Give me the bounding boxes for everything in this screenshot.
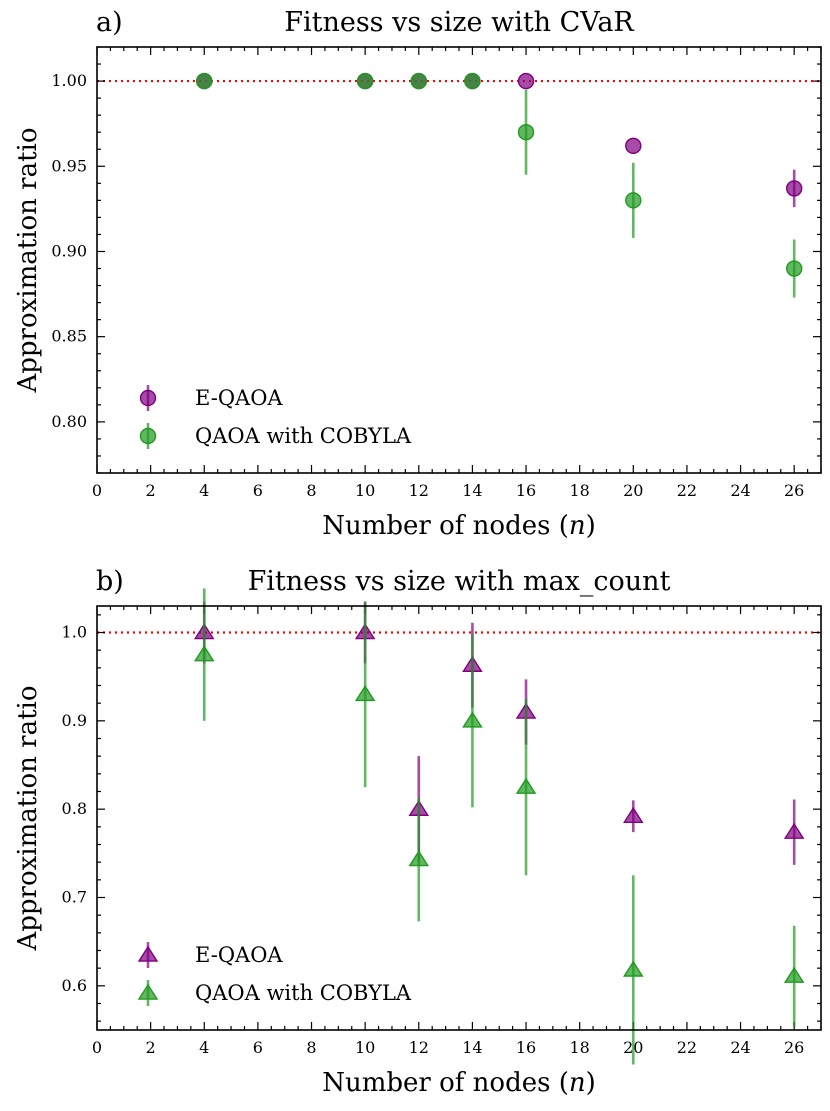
legend: E-QAOA QAOA with COBYLA: [139, 385, 412, 449]
x-tick-label: 12: [409, 481, 429, 500]
y-tick-label: 1.00: [51, 71, 87, 90]
x-tick-label: 24: [730, 481, 750, 500]
series-qaoa-cobyla: [193, 588, 805, 1065]
data-point: [517, 123, 535, 141]
data-point: [193, 645, 215, 662]
legend: E-QAOA QAOA with COBYLA: [137, 942, 412, 1006]
y-tick-label: 0.6: [62, 976, 87, 995]
x-tick-label: 10: [355, 481, 375, 500]
data-point: [464, 72, 481, 90]
x-tick-label: 22: [677, 481, 697, 500]
x-tick-label: 16: [516, 481, 536, 500]
data-point: [356, 72, 374, 90]
x-tick-label: 18: [569, 1038, 589, 1057]
x-tick-label: 2: [146, 1038, 156, 1057]
data-point: [515, 777, 537, 794]
x-tick-label: 2: [146, 481, 156, 500]
series-e-qaoa: [193, 601, 805, 865]
y-axis: 0.6 0.7 0.8 0.9 1.0: [62, 614, 821, 1022]
panel-label: b): [96, 566, 124, 597]
data-point: [408, 850, 430, 867]
x-tick-label: 14: [462, 481, 482, 500]
data-point: [623, 806, 644, 824]
data-point: [785, 180, 803, 197]
y-tick-label: 0.9: [62, 711, 87, 730]
chart-title: Fitness vs size with CVaR: [284, 7, 634, 38]
data-point: [410, 72, 427, 90]
legend-label: QAOA with COBYLA: [195, 424, 412, 448]
x-tick-label: 4: [199, 481, 209, 500]
x-tick-label: 0: [92, 481, 102, 500]
x-tick-label: 6: [253, 1038, 263, 1057]
plot-frame: [96, 605, 822, 1031]
legend-item: QAOA with COBYLA: [137, 980, 412, 1006]
x-axis-label: Number of nodes (n): [322, 511, 596, 541]
y-axis: 0.80 0.85 0.90 0.95 1.00: [51, 46, 821, 474]
y-tick-label: 0.85: [51, 327, 87, 346]
data-point: [783, 966, 805, 983]
plot-frame: [96, 46, 822, 474]
legend-marker: [139, 389, 157, 407]
x-tick-label: 20: [623, 481, 643, 500]
x-tick-label: 12: [409, 1038, 429, 1057]
data-point: [625, 192, 642, 209]
x-tick-label: 8: [306, 1038, 316, 1057]
data-point: [625, 137, 642, 155]
data-point: [785, 260, 803, 277]
legend-item: QAOA with COBYLA: [139, 423, 412, 449]
y-tick-label: 0.95: [51, 156, 87, 175]
y-tick-label: 0.90: [51, 241, 87, 260]
data-point: [623, 960, 644, 977]
legend-marker: [137, 945, 159, 962]
series-qaoa-cobyla: [196, 72, 803, 298]
data-point: [783, 822, 805, 839]
y-tick-label: 0.7: [62, 888, 87, 907]
x-tick-label: 18: [569, 481, 589, 500]
y-tick-label: 0.8: [62, 799, 87, 818]
y-axis-label: Approximation ratio: [13, 685, 43, 951]
x-tick-label: 16: [516, 1038, 536, 1057]
legend-label: E-QAOA: [195, 943, 283, 967]
data-point: [517, 72, 535, 90]
data-point: [354, 684, 376, 702]
x-tick-label: 14: [462, 1038, 482, 1057]
y-tick-label: 1.0: [62, 623, 87, 642]
x-tick-label: 22: [677, 1038, 697, 1057]
x-tick-label: 24: [730, 1038, 750, 1057]
x-axis-label: Number of nodes (n): [322, 1068, 596, 1098]
x-tick-label: 26: [784, 481, 804, 500]
legend-marker: [137, 983, 159, 1000]
legend-label: QAOA with COBYLA: [195, 981, 412, 1005]
y-axis-label: Approximation ratio: [13, 127, 43, 393]
data-point: [196, 72, 213, 90]
x-tick-label: 8: [306, 481, 316, 500]
x-tick-label: 4: [199, 1038, 209, 1057]
series-e-qaoa: [196, 72, 803, 208]
legend-item: E-QAOA: [139, 385, 283, 411]
x-tick-label: 0: [92, 1038, 102, 1057]
y-tick-label: 0.80: [51, 412, 87, 431]
x-tick-label: 26: [784, 1038, 804, 1057]
x-tick-label: 6: [253, 481, 263, 500]
panel-label: a): [96, 7, 123, 38]
legend-item: E-QAOA: [137, 942, 283, 968]
legend-marker: [139, 427, 157, 445]
data-point: [462, 711, 483, 728]
x-tick-label: 10: [355, 1038, 375, 1057]
chart-title: Fitness vs size with max_count: [248, 566, 671, 597]
legend-label: E-QAOA: [195, 386, 283, 410]
